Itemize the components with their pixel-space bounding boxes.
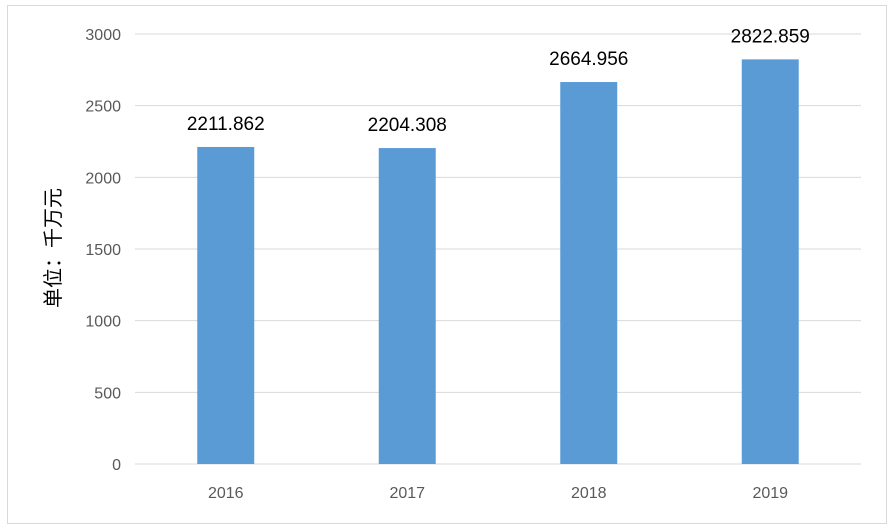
bar: [197, 146, 255, 465]
bar: [378, 148, 436, 464]
data-label: 2664.956: [549, 49, 628, 70]
y-axis-label: 单位：千万元: [41, 188, 65, 308]
y-tick-label: 2000: [85, 170, 121, 187]
chart-frame: [7, 5, 887, 524]
gridlines: [135, 33, 861, 465]
data-label: 2822.859: [731, 26, 810, 47]
x-tick-label: 2018: [571, 485, 607, 502]
y-tick-label: 2500: [85, 99, 121, 116]
bar: [560, 82, 618, 464]
data-labels: 2211.862 2204.308 2664.956 2822.859: [187, 26, 810, 136]
y-axis-ticks: 0 500 1000 1500 2000 2500 3000: [85, 27, 121, 474]
data-label: 2204.308: [368, 115, 447, 136]
bar: [741, 59, 799, 465]
y-tick-label: 3000: [85, 27, 121, 44]
x-tick-label: 2016: [208, 485, 244, 502]
x-axis-ticks: 2016 2017 2018 2019: [208, 485, 788, 502]
data-label: 2211.862: [187, 114, 265, 135]
bars: [197, 59, 799, 465]
x-tick-label: 2019: [752, 485, 788, 502]
y-tick-label: 1000: [85, 314, 121, 331]
y-tick-label: 1500: [85, 242, 121, 259]
y-tick-label: 0: [112, 457, 121, 474]
x-tick-label: 2017: [389, 485, 425, 502]
y-tick-label: 500: [94, 385, 121, 402]
